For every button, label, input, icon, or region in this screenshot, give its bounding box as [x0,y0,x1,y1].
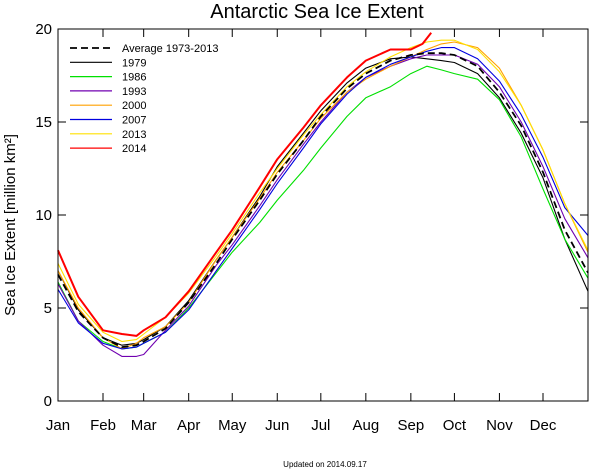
legend-label-6: 2013 [122,129,146,141]
x-tick-label-10: Nov [486,417,513,434]
series-line-7 [57,32,432,337]
x-tick-label-8: Sep [397,417,424,434]
series-line-5 [57,47,589,350]
legend-label-1: 1979 [122,57,146,69]
x-tick-label-2: Mar [131,417,157,434]
series-line-3 [57,54,589,357]
y-tick-label-2: 10 [35,207,52,224]
tick-layer: 0 5 10 15 20 Jan Feb Mar Apr May Jun Jul Aug Sep Oct No… [35,21,588,434]
legend-label-4: 2000 [122,100,146,112]
x-tick-label-4: May [218,417,247,434]
legend: Average 1973-2013 1979 1986 1993 2000 2007 201… [70,43,218,155]
chart-title: Antarctic Sea Ice Extent [210,1,424,23]
y-axis-label: Sea Ice Extent [million km²] [2,134,19,316]
x-tick-label-7: Aug [352,417,379,434]
y-tick-label-1: 5 [44,300,52,317]
x-tick-label-11: Dec [530,417,557,434]
legend-label-0: Average 1973-2013 [122,43,218,55]
series-line-6 [57,39,589,343]
y-tick-label-0: 0 [44,393,52,410]
x-tick-label-1: Feb [90,417,116,434]
x-tick-label-5: Jun [265,417,289,434]
x-tick-label-9: Oct [443,417,467,434]
y-tick-label-4: 20 [35,21,52,38]
series-line-0 [57,52,589,349]
footer-note: Updated on 2014.09.17 [283,460,367,469]
y-tick-label-3: 15 [35,114,52,131]
legend-label-2: 1986 [122,72,146,84]
x-tick-label-6: Jul [311,417,330,434]
series-line-4 [57,41,589,350]
legend-label-3: 1993 [122,86,146,98]
x-tick-label-3: Apr [177,417,200,434]
series-layer [57,32,589,357]
legend-label-5: 2007 [122,115,146,127]
legend-label-7: 2014 [122,143,146,155]
x-tick-label-0: Jan [46,417,70,434]
